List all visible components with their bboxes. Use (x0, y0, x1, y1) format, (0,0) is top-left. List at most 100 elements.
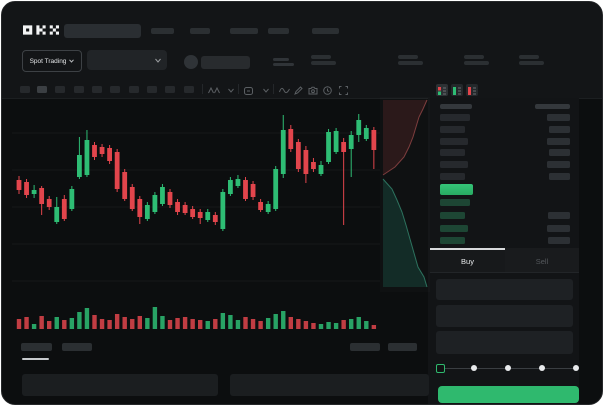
timeframe-button[interactable] (92, 86, 102, 93)
volume-bar (303, 321, 309, 329)
stat-label-placeholder (464, 55, 484, 59)
active-tab-underline (22, 358, 49, 360)
volume-bar (265, 318, 271, 329)
pair-selector[interactable] (87, 50, 167, 70)
bid-price-placeholder[interactable] (440, 212, 465, 219)
timeframe-button[interactable] (20, 86, 30, 93)
bid-amount-placeholder (548, 237, 570, 244)
chevron-down-icon[interactable] (228, 88, 234, 93)
candlestick (92, 142, 97, 160)
candlestick (190, 206, 196, 219)
bid-price-placeholder[interactable] (440, 199, 470, 206)
asks-book-icon[interactable] (466, 84, 478, 96)
candlestick (197, 209, 203, 224)
ask-amount-placeholder (547, 114, 570, 121)
tab-buy[interactable]: Buy (430, 248, 505, 273)
order-input-placeholder[interactable] (436, 305, 573, 327)
ask-price-placeholder[interactable] (440, 126, 465, 133)
overlay-icon[interactable] (244, 87, 253, 95)
nav-item-placeholder[interactable] (151, 28, 174, 34)
candlestick (288, 125, 294, 152)
candlestick (160, 184, 165, 206)
timeframe-button[interactable] (129, 86, 139, 93)
candlestick (228, 177, 233, 196)
bottom-tab-placeholder[interactable] (388, 343, 417, 351)
volume-bar (145, 318, 150, 329)
volume-bar (228, 315, 233, 329)
candlestick-chart[interactable] (12, 97, 380, 332)
last-price-badge[interactable] (440, 184, 473, 195)
search-input[interactable] (64, 24, 141, 38)
stat-label-placeholder (398, 55, 418, 59)
orders-panel-placeholder[interactable] (22, 374, 218, 396)
candlestick (122, 169, 128, 201)
candlestick (311, 158, 316, 172)
timeframe-button[interactable] (110, 86, 120, 93)
market-type-selector[interactable]: Spot Trading (22, 50, 82, 72)
nav-item-placeholder[interactable] (268, 28, 289, 34)
ask-price-placeholder[interactable] (440, 173, 465, 180)
candlestick (114, 149, 120, 192)
order-input-placeholder[interactable] (436, 331, 573, 354)
slider-stop[interactable] (539, 365, 545, 371)
candlestick (258, 199, 263, 212)
order-input-placeholder[interactable] (436, 279, 573, 300)
nav-item-placeholder[interactable] (312, 28, 339, 34)
candlestick (295, 139, 301, 172)
candlestick (280, 115, 286, 178)
candlestick (273, 166, 279, 211)
ask-price-placeholder[interactable] (440, 114, 470, 121)
timeframe-button[interactable] (74, 86, 84, 93)
okx-logo (23, 25, 59, 35)
nav-item-placeholder[interactable] (230, 28, 258, 34)
volume-bar (107, 320, 112, 329)
bottom-tab-placeholder[interactable] (350, 343, 380, 351)
bottom-tab-placeholder[interactable] (62, 343, 92, 351)
bid-price-placeholder[interactable] (440, 237, 465, 244)
submit-buy-button[interactable] (438, 386, 579, 403)
volume-bar (16, 319, 22, 329)
bids-book-icon[interactable] (451, 84, 463, 96)
candlestick (61, 195, 67, 221)
timeframe-button[interactable] (55, 86, 65, 93)
camera-icon[interactable] (308, 86, 318, 95)
fullscreen-icon[interactable] (339, 86, 348, 95)
timeframe-button[interactable] (147, 86, 157, 93)
volume-bar (175, 318, 180, 329)
timeframe-button[interactable] (37, 86, 47, 93)
ask-price-placeholder[interactable] (440, 138, 468, 145)
slider-stop[interactable] (505, 365, 511, 371)
volume-bar (333, 323, 339, 329)
account-box[interactable] (201, 56, 250, 69)
combined-book-icon[interactable] (436, 84, 448, 96)
wave-icon[interactable] (279, 87, 290, 94)
stat-label-placeholder (311, 55, 331, 59)
draw-icon[interactable] (294, 86, 303, 95)
tab-sell[interactable]: Sell (505, 248, 579, 273)
bottom-tab-placeholder[interactable] (21, 343, 52, 351)
indicator-icon[interactable] (208, 87, 220, 94)
candlestick (205, 209, 211, 222)
ask-price-placeholder[interactable] (440, 149, 465, 156)
volume-bar (24, 317, 29, 329)
timeframe-button[interactable] (184, 86, 194, 93)
timeframe-button[interactable] (165, 86, 175, 93)
volume-bar (318, 324, 324, 329)
avatar[interactable] (184, 55, 198, 69)
slider-stop-selected[interactable] (436, 364, 445, 373)
ask-price-placeholder[interactable] (440, 161, 468, 168)
chevron-down-icon[interactable] (263, 88, 269, 93)
nav-item-placeholder[interactable] (190, 28, 210, 34)
slider-stop[interactable] (471, 365, 477, 371)
slider-stop[interactable] (573, 365, 579, 371)
history-icon[interactable] (323, 86, 332, 95)
candlestick (16, 176, 22, 194)
stat-value-placeholder (519, 61, 544, 65)
asks-depth-line (382, 99, 428, 176)
history-panel-placeholder[interactable] (230, 374, 429, 396)
market-type-label: Spot Trading (29, 57, 67, 65)
bid-price-placeholder[interactable] (440, 225, 468, 232)
volume-bar (356, 317, 361, 329)
stat-value-placeholder (311, 61, 336, 65)
volume-bar (69, 318, 75, 329)
